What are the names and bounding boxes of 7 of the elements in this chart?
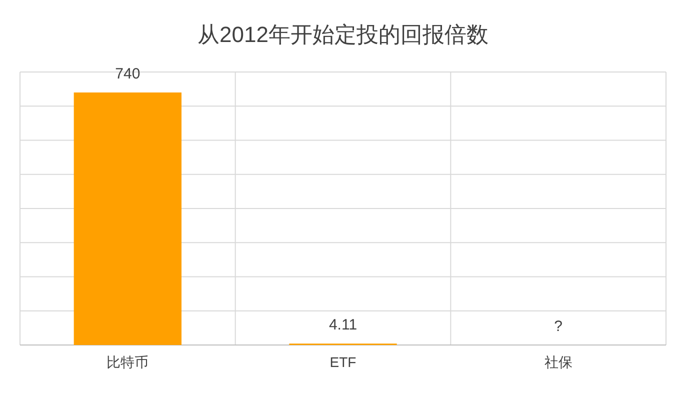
x-tick-label: 比特币 — [106, 354, 149, 370]
data-label: 740 — [115, 65, 140, 82]
text: ? — [554, 318, 563, 335]
x-tick-label: 社保 — [544, 354, 572, 370]
data-label: 4.11 — [328, 316, 358, 334]
chart-title: 从2012年开始定投的回报倍数 — [198, 22, 488, 47]
x-tick-label: ETF — [330, 354, 356, 370]
